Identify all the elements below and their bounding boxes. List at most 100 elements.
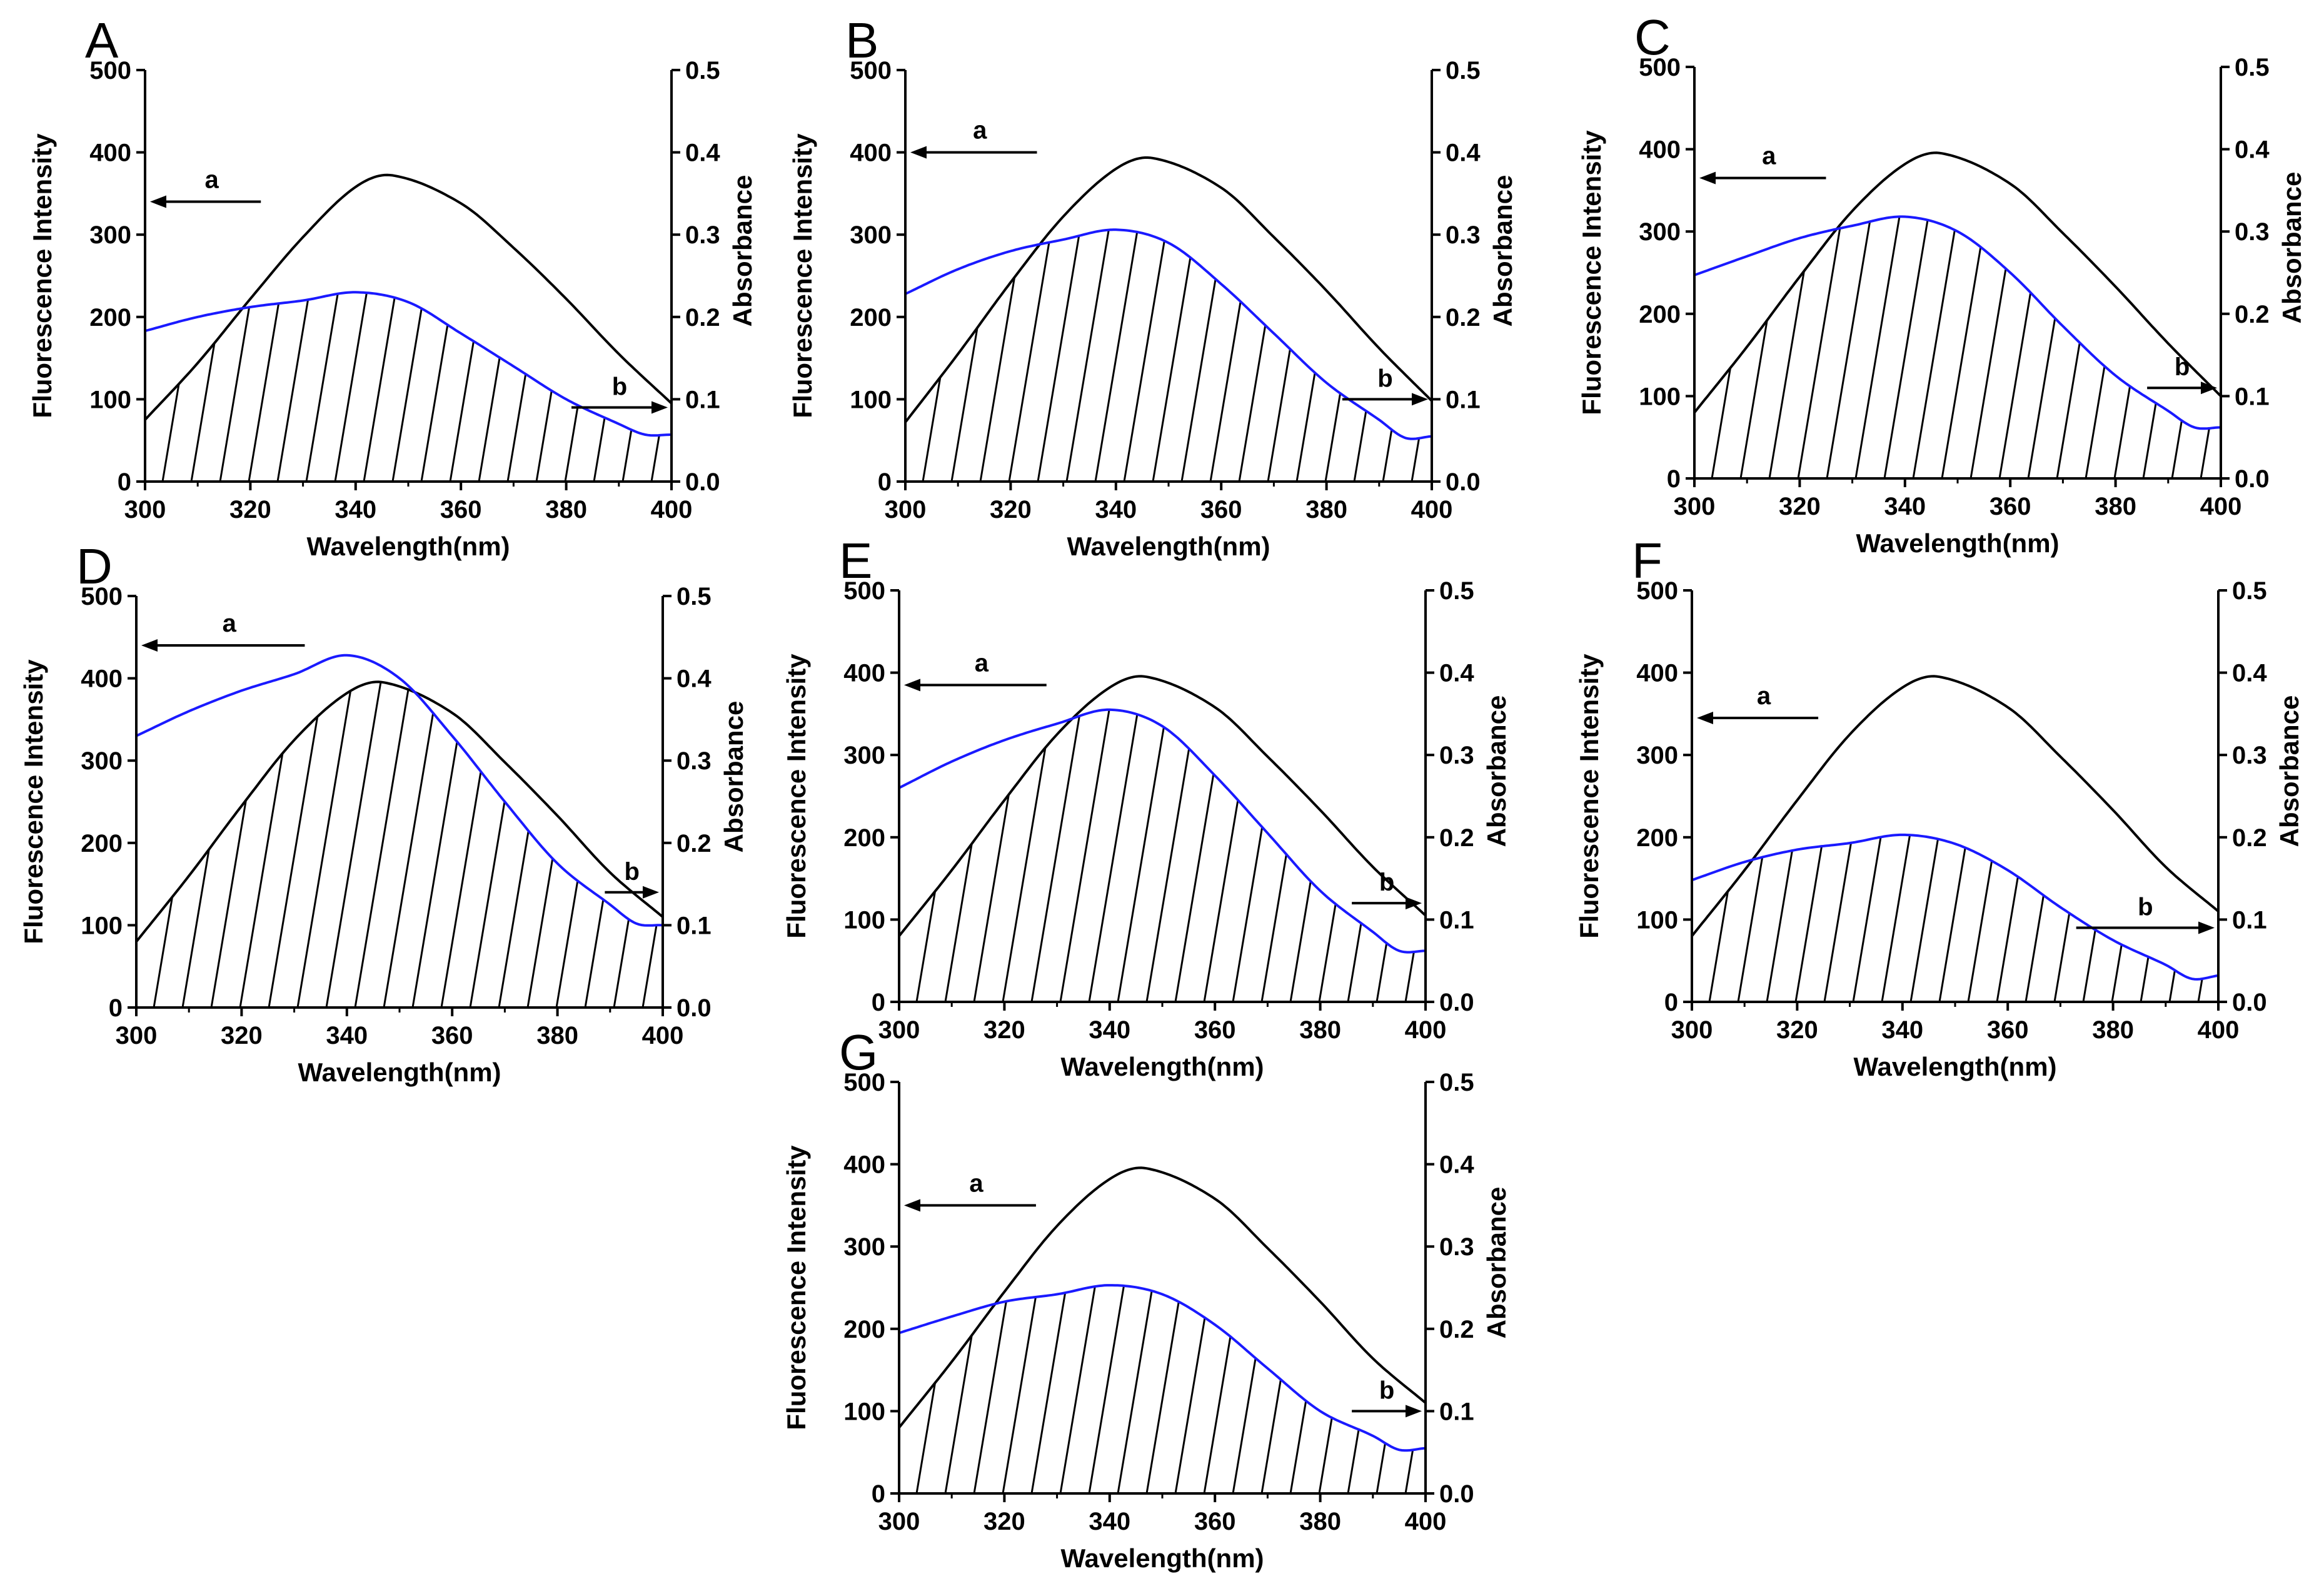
- x-tick-label: 320: [1776, 1016, 1818, 1044]
- y-left-axis-title: Fluorescence Intensity: [19, 659, 48, 944]
- y-right-tick-label: 0.5: [1446, 57, 1481, 84]
- x-tick-label: 320: [983, 1016, 1025, 1044]
- panel-letter: A: [85, 13, 119, 68]
- hatch-line: [1203, 1285, 1274, 1493]
- y-left-tick-label: 100: [1636, 906, 1678, 934]
- panel-letter: G: [839, 1024, 878, 1080]
- y-left-tick-label: 500: [89, 57, 131, 84]
- y-right-axis-title: Absorbance: [728, 175, 757, 327]
- curve-label-a: a: [1762, 143, 1776, 170]
- x-tick-label: 320: [221, 1022, 263, 1049]
- y-left-tick-label: 300: [843, 1233, 885, 1261]
- y-right-tick-label: 0.2: [1446, 304, 1481, 331]
- hatch-line: [1289, 709, 1361, 1002]
- x-axis-title: Wavelength(nm): [1060, 1543, 1264, 1573]
- hatch-line: [305, 292, 376, 482]
- y-right-axis-title: Absorbance: [2277, 172, 2306, 324]
- y-left-tick-label: 200: [843, 1316, 885, 1343]
- y-left-tick-label: 100: [89, 386, 131, 413]
- y-left-axis-title: Fluorescence Intensity: [28, 133, 57, 418]
- hatch-line: [2113, 216, 2185, 478]
- x-axis-title: Wavelength(nm): [1856, 528, 2059, 558]
- curve-label-a: a: [975, 649, 989, 677]
- curve-label-b: b: [2138, 894, 2153, 921]
- y-left-tick-label: 300: [1636, 742, 1678, 769]
- x-tick-label: 340: [1881, 1016, 1923, 1044]
- hatch-line: [2197, 834, 2218, 1002]
- y-right-tick-label: 0.0: [2235, 465, 2270, 493]
- hatch-line: [2171, 216, 2221, 478]
- y-right-tick-label: 0.1: [1439, 1398, 1474, 1425]
- hatch-line: [1174, 709, 1245, 1002]
- hatch-line: [1088, 709, 1159, 1002]
- hatch-line: [1232, 1285, 1303, 1493]
- y-left-axis-title: Fluorescence Intensity: [788, 133, 817, 418]
- hatch-line: [944, 1285, 1015, 1493]
- x-tick-label: 300: [1674, 493, 1716, 520]
- hatch-line: [363, 292, 434, 482]
- curve-label-b: b: [1377, 365, 1392, 392]
- x-tick-label: 380: [2092, 1016, 2134, 1044]
- chart-panel-c: 300 320 340 360 380 400 0 100 200 300 400 500 0.0 0.1…: [1577, 9, 2306, 558]
- y-right-tick-label: 0.2: [677, 830, 712, 857]
- hatch-line: [641, 682, 663, 1008]
- hatch-line: [1794, 834, 1866, 1002]
- hatch-line: [899, 709, 929, 1002]
- arrow-b-head: [2198, 921, 2215, 934]
- y-left-tick-label: 400: [843, 1151, 885, 1179]
- hatch-line: [219, 292, 290, 482]
- x-tick-label: 300: [878, 1016, 920, 1044]
- y-right-tick-label: 0.4: [677, 665, 712, 693]
- x-tick-label: 400: [1405, 1016, 1447, 1044]
- y-left-tick-label: 0: [1664, 989, 1678, 1016]
- hatch-line: [354, 682, 425, 1008]
- arrow-a-head: [904, 679, 920, 692]
- absorbance-curve-g: [898, 1166, 1427, 1428]
- arrow-b-head: [1406, 897, 1422, 910]
- hatch-line: [478, 292, 549, 482]
- x-tick-label: 360: [1200, 496, 1242, 523]
- x-tick-label: 380: [1305, 496, 1347, 523]
- hatch-line: [248, 292, 319, 482]
- hatch-line: [1411, 230, 1432, 482]
- y-right-tick-label: 0.3: [2232, 742, 2267, 769]
- arrow-a-head: [1699, 171, 1716, 184]
- hatch-line: [153, 682, 224, 1008]
- y-right-axis-title: Absorbance: [1488, 175, 1517, 327]
- hatch-line: [1267, 230, 1338, 482]
- hatch-line: [1404, 1285, 1426, 1493]
- y-left-tick-label: 100: [81, 912, 123, 939]
- hatch-line: [1347, 1285, 1418, 1493]
- y-right-tick-label: 0.3: [1439, 742, 1474, 769]
- hatch-line: [1145, 1285, 1217, 1493]
- y-right-tick-label: 0.4: [1446, 139, 1481, 167]
- absorbance-curve-a: [144, 173, 673, 421]
- x-axis-title: Wavelength(nm): [1060, 1052, 1264, 1081]
- curve-label-b: b: [612, 373, 627, 401]
- y-right-tick-label: 0.1: [2235, 383, 2270, 410]
- y-right-tick-label: 0.1: [1446, 386, 1481, 413]
- y-left-tick-label: 500: [81, 583, 123, 610]
- hatch-line: [2111, 834, 2182, 1002]
- x-tick-label: 360: [1194, 1508, 1236, 1535]
- hatch-line: [334, 292, 405, 482]
- x-tick-label: 300: [116, 1022, 158, 1049]
- x-tick-label: 400: [1411, 496, 1453, 523]
- y-left-tick-label: 0: [872, 989, 885, 1016]
- curve-label-a: a: [204, 166, 219, 194]
- hatch-line: [613, 682, 663, 1008]
- curve-label-a: a: [973, 117, 987, 144]
- hatch-line: [2085, 216, 2156, 478]
- axes-e: 300 320 340 360 380 400 0 100 200 300 400 500 0.0 0.1…: [843, 577, 1474, 1044]
- x-tick-label: 380: [545, 496, 587, 523]
- curve-label-b: b: [2175, 353, 2190, 381]
- fluorescence-curve-f: [1691, 833, 2219, 981]
- overlap-hatch-e: [899, 709, 1426, 1002]
- hatch-line: [2168, 834, 2218, 1002]
- y-right-tick-label: 0.2: [2232, 824, 2267, 852]
- y-left-tick-label: 200: [843, 824, 885, 852]
- hatch-line: [1692, 834, 1722, 1002]
- hatch-line: [1883, 216, 1954, 478]
- axes-d: 300 320 340 360 380 400 0 100 200 300 400 500 0.0 0.1…: [81, 583, 712, 1049]
